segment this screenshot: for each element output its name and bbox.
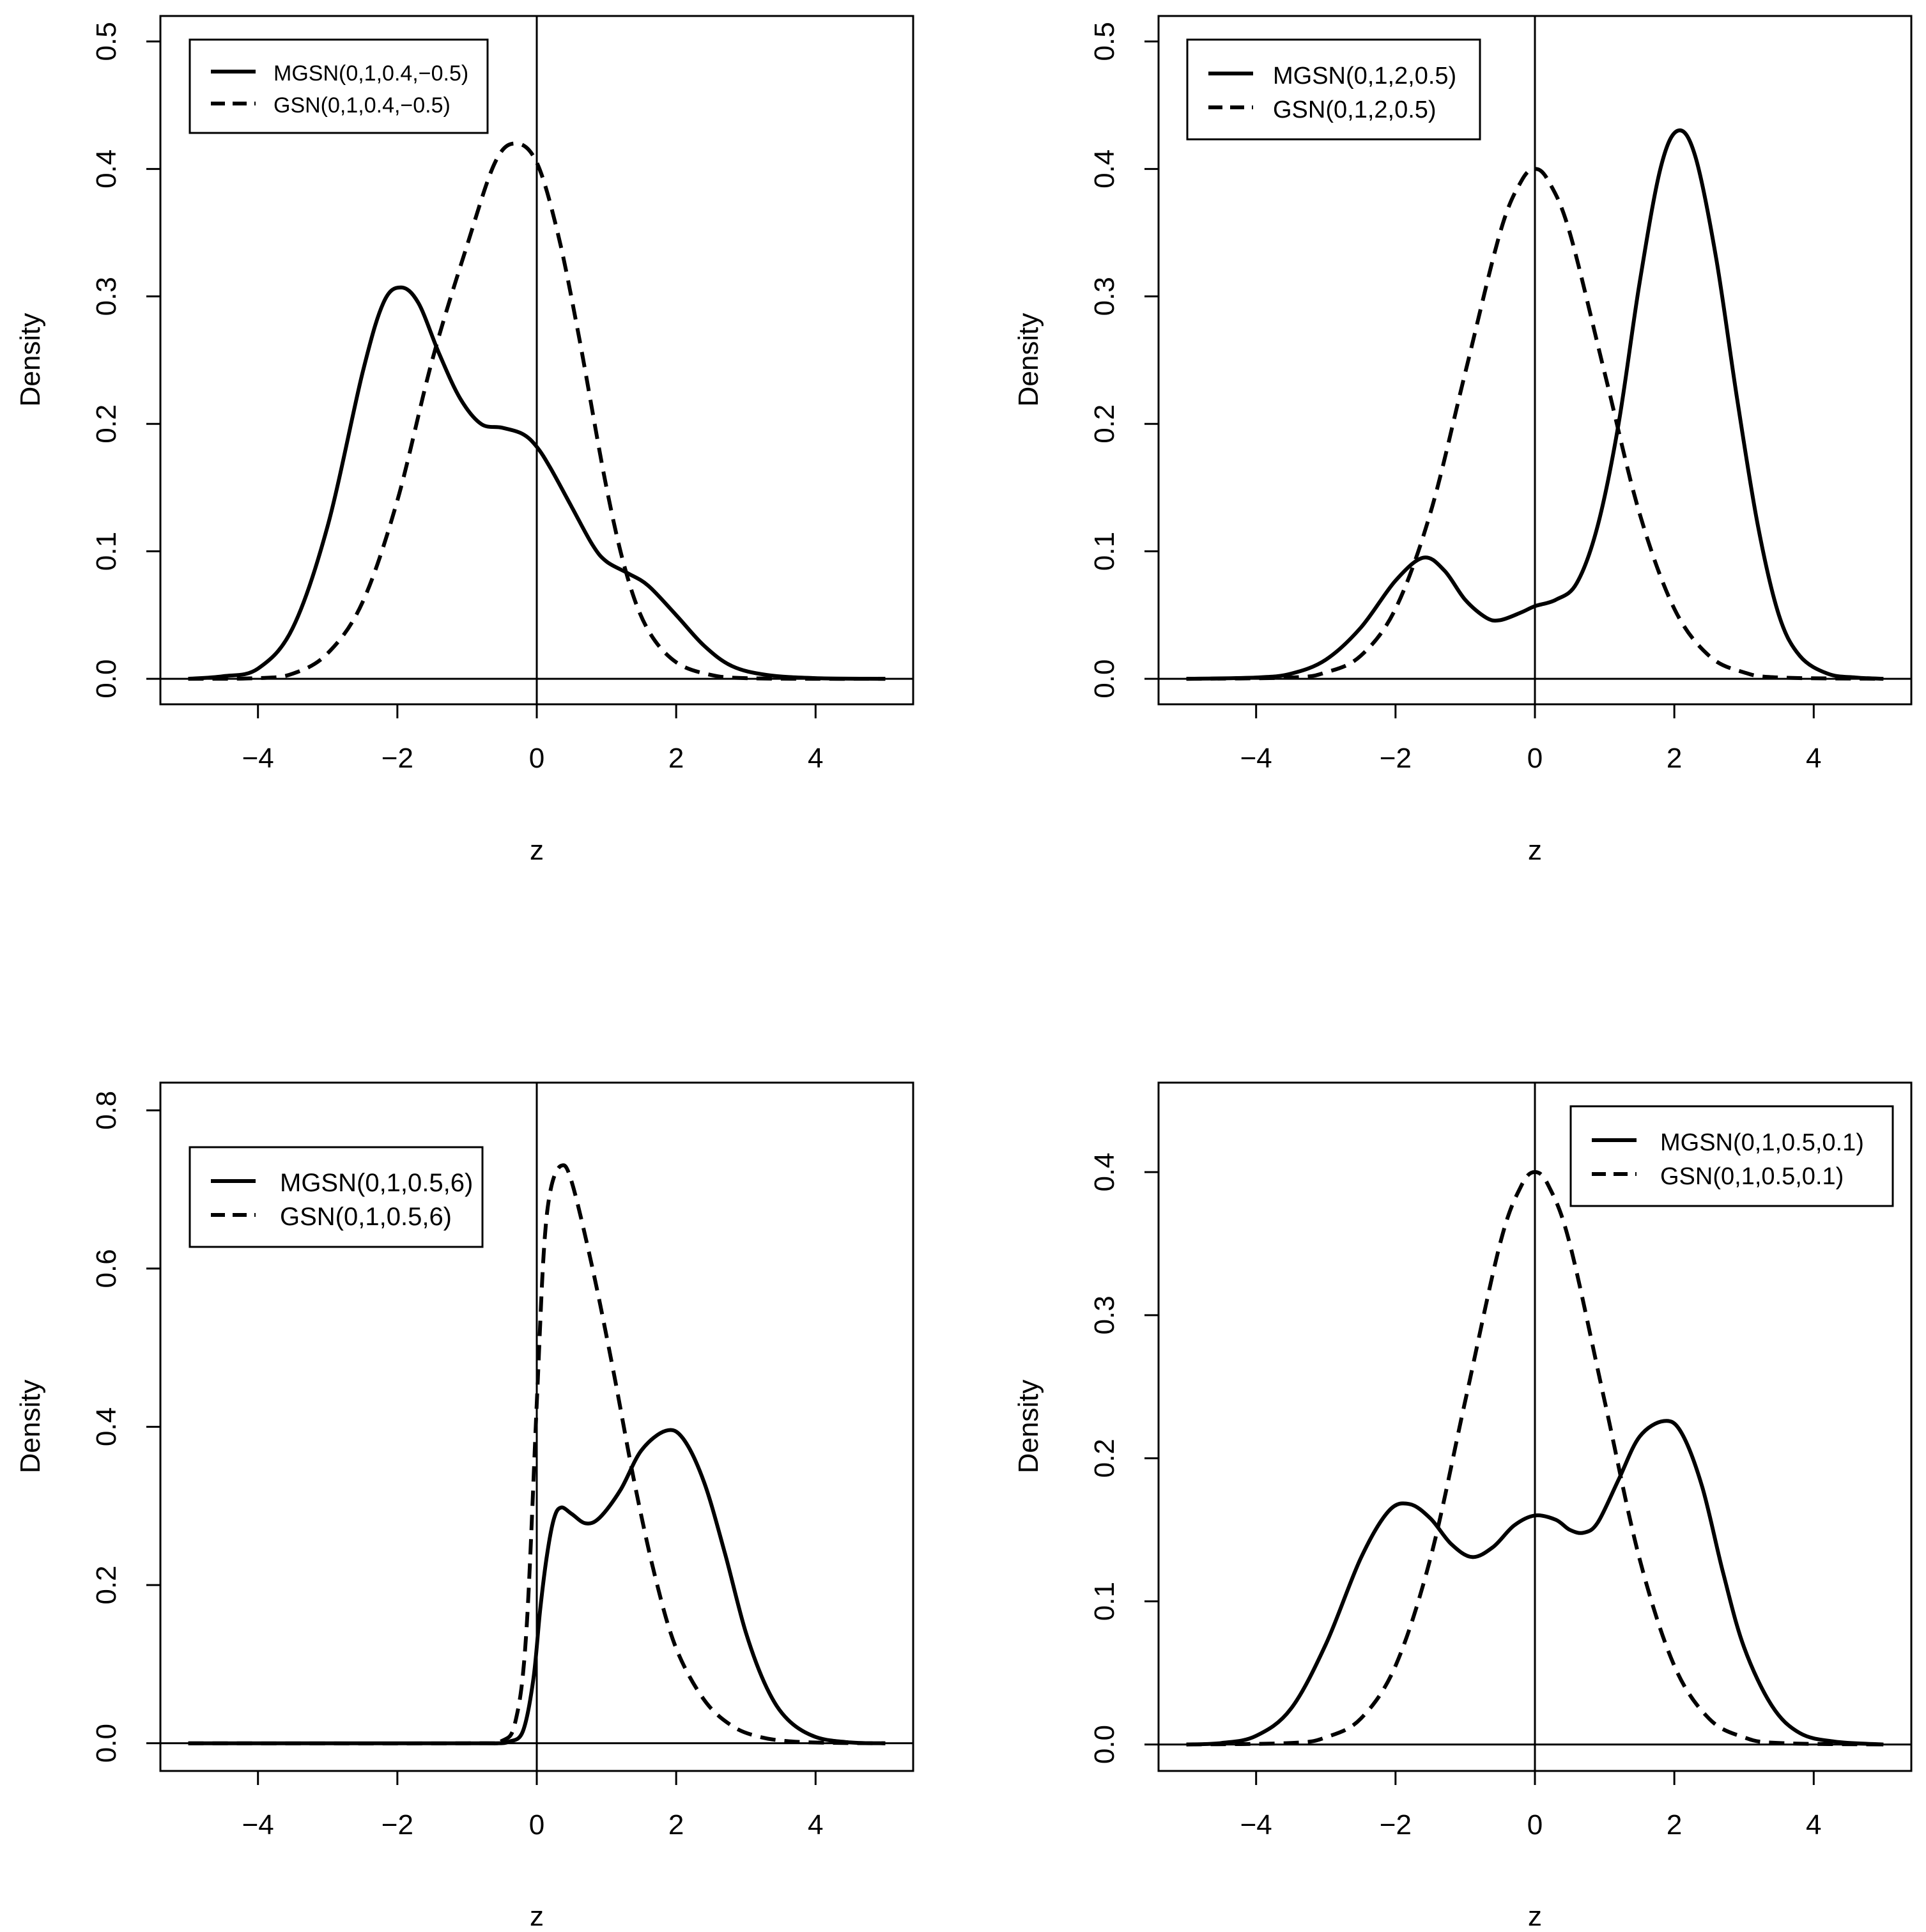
legend-entry-gsn-2: GSN(0,1,2,0.5)	[1273, 97, 1437, 123]
y-tick-label: 0.2	[1089, 405, 1120, 444]
gsn-curve-2	[1186, 167, 1884, 681]
x-axis-label-1: z	[530, 835, 544, 866]
legend-2: MGSN(0,1,2,0.5) GSN(0,1,2,0.5)	[1186, 38, 1481, 141]
x-tick-label: −4	[1240, 1809, 1272, 1841]
y-axis-label-2: Density	[1013, 313, 1044, 407]
gsn-curve-4	[1186, 1170, 1884, 1747]
legend-entry-mgsn-4: MGSN(0,1,0.5,0.1)	[1660, 1129, 1864, 1156]
axis-ticks-3: −4 −2 0 2 4 0.0 0.2 0.4 0.6 0.8	[91, 1091, 824, 1841]
legend-entry-gsn-3: GSN(0,1,0.5,6)	[280, 1203, 452, 1231]
mgsn-curve-3	[188, 1428, 886, 1745]
x-tick-label: 0	[1527, 1809, 1543, 1841]
y-tick-label: 0.1	[91, 532, 122, 571]
legend-box-1	[189, 38, 489, 134]
y-tick-label: 0.0	[91, 1724, 122, 1763]
x-tick-label: 4	[1806, 1809, 1821, 1841]
x-tick-label: 0	[529, 1809, 544, 1841]
y-tick-label: 0.2	[91, 1566, 122, 1605]
legend-3: MGSN(0,1,0.5,6) GSN(0,1,0.5,6)	[189, 1146, 484, 1248]
y-tick-label: 0.1	[1089, 1582, 1120, 1621]
mgsn-curve-1	[188, 285, 886, 681]
x-tick-label: 2	[1667, 743, 1682, 774]
x-tick-label: 0	[1527, 743, 1543, 774]
y-tick-label: 0.4	[91, 150, 122, 189]
axis-ticks-2: −4 −2 0 2 4 0.0 0.1 0.2 0.3 0.4 0.5	[1089, 22, 1822, 774]
y-axis-label-1: Density	[15, 313, 46, 407]
y-tick-label: 0.2	[1089, 1439, 1120, 1478]
y-tick-label: 0.4	[1089, 150, 1120, 189]
y-tick-label: 0.5	[1089, 22, 1120, 61]
x-axis-label-3: z	[530, 1901, 544, 1932]
legend-box-2	[1186, 38, 1481, 141]
x-axis-label-2: z	[1528, 835, 1542, 866]
legend-1: MGSN(0,1,0.4,−0.5) GSN(0,1,0.4,−0.5)	[189, 38, 489, 134]
y-tick-label: 0.1	[1089, 532, 1120, 571]
panel-4: −4 −2 0 2 4 0.0 0.1 0.2 0.3 0.4 z Density MGSN(0,…	[1013, 1081, 1913, 1932]
x-tick-label: −4	[242, 743, 274, 774]
x-tick-label: −4	[1240, 743, 1272, 774]
legend-entry-gsn-1: GSN(0,1,0.4,−0.5)	[273, 93, 451, 118]
y-tick-label: 0.3	[91, 277, 122, 316]
panel-3: −4 −2 0 2 4 0.0 0.2 0.4 0.6 0.8 z Density MGSN(0,…	[15, 1081, 914, 1932]
y-tick-label: 0.3	[1089, 1295, 1120, 1334]
axis-ticks-1: −4 −2 0 2 4 0.0 0.1 0.2 0.3 0.4 0.5	[91, 22, 824, 774]
legend-entry-mgsn-2: MGSN(0,1,2,0.5)	[1273, 63, 1456, 89]
y-tick-label: 0.3	[1089, 277, 1120, 316]
legend-entry-gsn-4: GSN(0,1,0.5,0.1)	[1660, 1163, 1844, 1190]
x-tick-label: −4	[242, 1809, 274, 1841]
x-tick-label: −2	[381, 743, 413, 774]
x-tick-label: 2	[1667, 1809, 1682, 1841]
x-tick-label: 4	[1806, 743, 1821, 774]
x-tick-label: 2	[668, 743, 684, 774]
x-tick-label: 0	[529, 743, 544, 774]
legend-entry-mgsn-1: MGSN(0,1,0.4,−0.5)	[273, 61, 468, 86]
y-tick-label: 0.5	[91, 22, 122, 61]
legend-box-3	[189, 1146, 484, 1248]
panel-1: −4 −2 0 2 4 0.0 0.1 0.2 0.3 0.4 0.5 z Density MGSN…	[15, 15, 914, 866]
y-axis-label-4: Density	[1013, 1380, 1044, 1474]
y-tick-label: 0.6	[91, 1249, 122, 1288]
y-tick-label: 0.0	[1089, 660, 1120, 699]
x-tick-label: −2	[381, 1809, 413, 1841]
legend-box-4	[1569, 1105, 1894, 1207]
mgsn-curve-4	[1186, 1419, 1884, 1747]
y-tick-label: 0.0	[91, 660, 122, 699]
x-tick-label: −2	[1380, 743, 1412, 774]
mgsn-curve-2	[1186, 128, 1884, 681]
y-tick-label: 0.2	[91, 405, 122, 444]
x-axis-label-4: z	[1528, 1901, 1542, 1932]
legend-entry-mgsn-3: MGSN(0,1,0.5,6)	[280, 1169, 473, 1197]
x-tick-label: 4	[808, 1809, 823, 1841]
y-tick-label: 0.4	[1089, 1152, 1120, 1191]
panel-2: −4 −2 0 2 4 0.0 0.1 0.2 0.3 0.4 0.5 z Density MGSN…	[1013, 15, 1913, 866]
x-tick-label: −2	[1380, 1809, 1412, 1841]
x-tick-label: 2	[668, 1809, 684, 1841]
gsn-curve-3	[188, 1163, 886, 1745]
x-tick-label: 4	[808, 743, 823, 774]
legend-4: MGSN(0,1,0.5,0.1) GSN(0,1,0.5,0.1)	[1569, 1105, 1894, 1207]
y-tick-label: 0.8	[91, 1091, 122, 1130]
y-tick-label: 0.4	[91, 1407, 122, 1446]
y-axis-label-3: Density	[15, 1380, 46, 1474]
y-tick-label: 0.0	[1089, 1725, 1120, 1764]
